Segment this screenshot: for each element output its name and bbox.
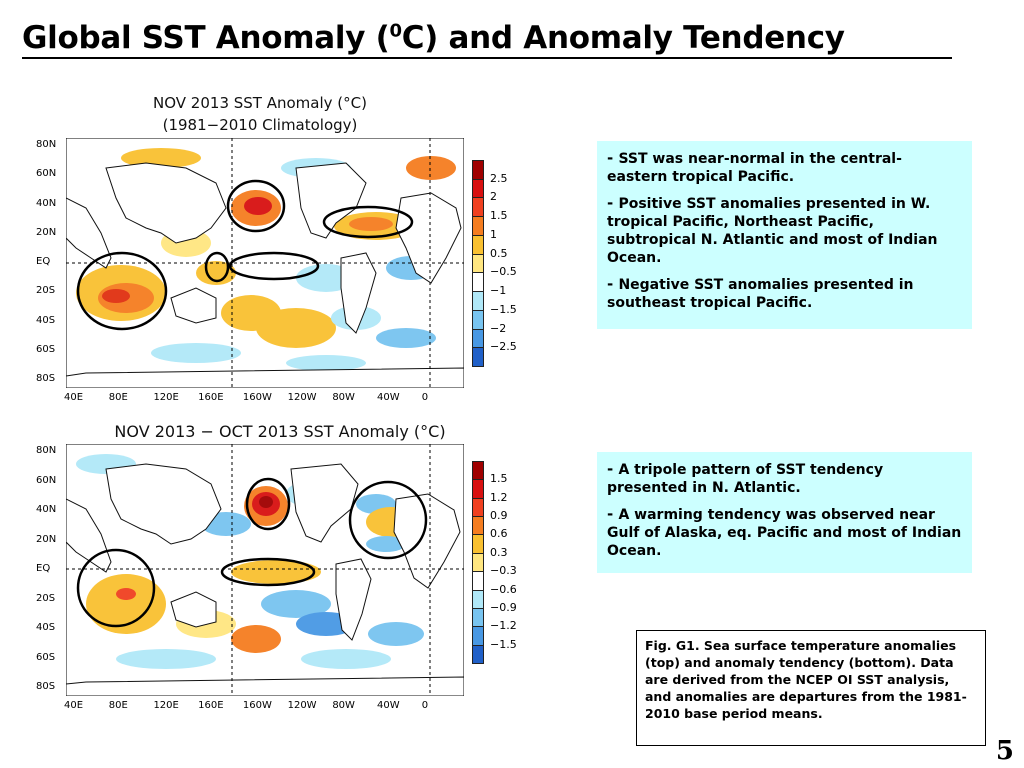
slide-title: Global SST Anomaly (0C) and Anomaly Tend… xyxy=(22,20,845,56)
colorbar-swatch xyxy=(472,234,484,255)
colorbar-label: 1 xyxy=(490,227,497,241)
lat-label: 60S xyxy=(36,651,56,663)
lat-label: 60S xyxy=(36,343,56,355)
top-note-3: - Negative SST anomalies presented in so… xyxy=(607,275,914,311)
colorbar-swatch xyxy=(472,607,484,628)
colorbar-swatch xyxy=(472,516,484,536)
top-note-2: - Positive SST anomalies presented in W.… xyxy=(607,194,938,266)
lon-label: 80E xyxy=(108,700,128,711)
colorbar-label: 0.9 xyxy=(490,509,508,523)
lon-label: 0 xyxy=(421,700,429,711)
colorbar-label: −1.5 xyxy=(490,637,517,651)
lat-label: 80S xyxy=(36,681,56,692)
lon-label: 40E xyxy=(64,700,84,711)
colorbar-label: 2.5 xyxy=(490,171,508,185)
colorbar-swatch xyxy=(472,571,484,591)
lat-label: EQ xyxy=(36,563,51,574)
colorbar-swatch xyxy=(472,216,484,236)
colorbar-swatch xyxy=(472,197,484,218)
colorbar-swatch xyxy=(472,160,484,180)
colorbar-swatch xyxy=(472,644,484,664)
colorbar-label: 1.2 xyxy=(490,490,508,504)
lon-label: 0 xyxy=(421,392,429,403)
bottom-note-2: - A warming tendency was observed near G… xyxy=(607,505,962,559)
colorbar-swatch xyxy=(472,497,484,518)
lon-label: 160E xyxy=(198,700,224,711)
colorbar-swatch xyxy=(472,626,484,646)
top-note-1: - SST was near-normal in the central-eas… xyxy=(607,149,902,185)
bottom-sst-tendency-map xyxy=(66,444,464,696)
lat-label: 40S xyxy=(36,622,56,633)
lon-label: 120E xyxy=(153,392,179,403)
top-sst-anomaly-map xyxy=(66,138,464,388)
lat-label: 20S xyxy=(36,592,56,604)
lat-label: 80N xyxy=(36,139,57,150)
lat-label: EQ xyxy=(36,256,51,267)
colorbar-swatch xyxy=(472,461,484,481)
colorbar-label: −1.2 xyxy=(490,619,517,633)
colorbar-label: −0.3 xyxy=(490,564,517,578)
colorbar-swatch xyxy=(472,309,484,330)
lat-label: 40S xyxy=(36,314,56,326)
lat-label: 40N xyxy=(36,197,57,209)
bottom-note-1: - A tripole pattern of SST tendency pres… xyxy=(607,460,884,496)
colorbar-label: −1.5 xyxy=(490,302,517,316)
colorbar-label: 0.3 xyxy=(490,545,508,559)
colorbar-swatch xyxy=(472,534,484,554)
colorbar-swatch xyxy=(472,178,484,199)
colorbar-swatch xyxy=(472,272,484,293)
top-map-title-line1: NOV 2013 SST Anomaly (°C) xyxy=(153,94,367,112)
bottom-map-title: NOV 2013 − OCT 2013 SST Anomaly (°C) xyxy=(114,422,446,441)
lon-label: 160W xyxy=(242,392,272,403)
lon-label: 40E xyxy=(64,392,84,403)
colorbar-swatch xyxy=(472,479,484,499)
lon-label: 120W xyxy=(287,700,317,711)
colorbar-swatch xyxy=(472,328,484,349)
lat-label: 60N xyxy=(36,474,57,486)
colorbar-label: 0.5 xyxy=(490,246,508,260)
colorbar-swatch xyxy=(472,552,484,573)
lat-label: 20N xyxy=(36,226,57,238)
bottom-notes-box: - A tripole pattern of SST tendency pres… xyxy=(597,452,972,573)
lat-label: 20S xyxy=(36,285,56,297)
lat-label: 20N xyxy=(36,533,57,545)
colorbar-label: 2 xyxy=(490,190,497,204)
top-map-title-line2: (1981−2010 Climatology) xyxy=(162,116,358,134)
colorbar-label: −0.5 xyxy=(490,265,517,279)
lon-label: 80W xyxy=(332,700,355,711)
colorbar-swatch xyxy=(472,347,484,367)
figure-caption: Fig. G1. Sea surface temperature anomali… xyxy=(636,630,986,746)
colorbar-label: 1.5 xyxy=(490,472,508,486)
top-notes-box: - SST was near-normal in the central-eas… xyxy=(597,141,972,329)
colorbar-swatch xyxy=(472,291,484,311)
colorbar-label: −1 xyxy=(490,284,507,298)
colorbar-label: −0.9 xyxy=(490,600,517,614)
lon-label: 40W xyxy=(377,700,400,711)
colorbar-label: 0.6 xyxy=(490,527,508,541)
lon-label: 80W xyxy=(332,392,355,403)
lon-label: 160E xyxy=(198,392,224,403)
colorbar-swatch xyxy=(472,589,484,609)
lon-label: 120E xyxy=(153,700,179,711)
lon-label: 160W xyxy=(242,700,272,711)
colorbar-label: −2.5 xyxy=(490,340,517,354)
page-number: 5 xyxy=(995,736,1014,766)
lat-label: 60N xyxy=(36,168,57,180)
lon-label: 120W xyxy=(287,392,317,403)
lat-label: 40N xyxy=(36,504,57,515)
colorbar-label: −2 xyxy=(490,321,507,335)
colorbar-swatch xyxy=(472,253,484,274)
lon-label: 40W xyxy=(377,392,400,403)
lat-label: 80N xyxy=(36,445,57,456)
lat-label: 80S xyxy=(36,373,56,384)
colorbar-label: 1.5 xyxy=(490,209,508,223)
colorbar-label: −0.6 xyxy=(490,582,517,596)
title-underline xyxy=(22,57,952,59)
lon-label: 80E xyxy=(108,392,128,403)
